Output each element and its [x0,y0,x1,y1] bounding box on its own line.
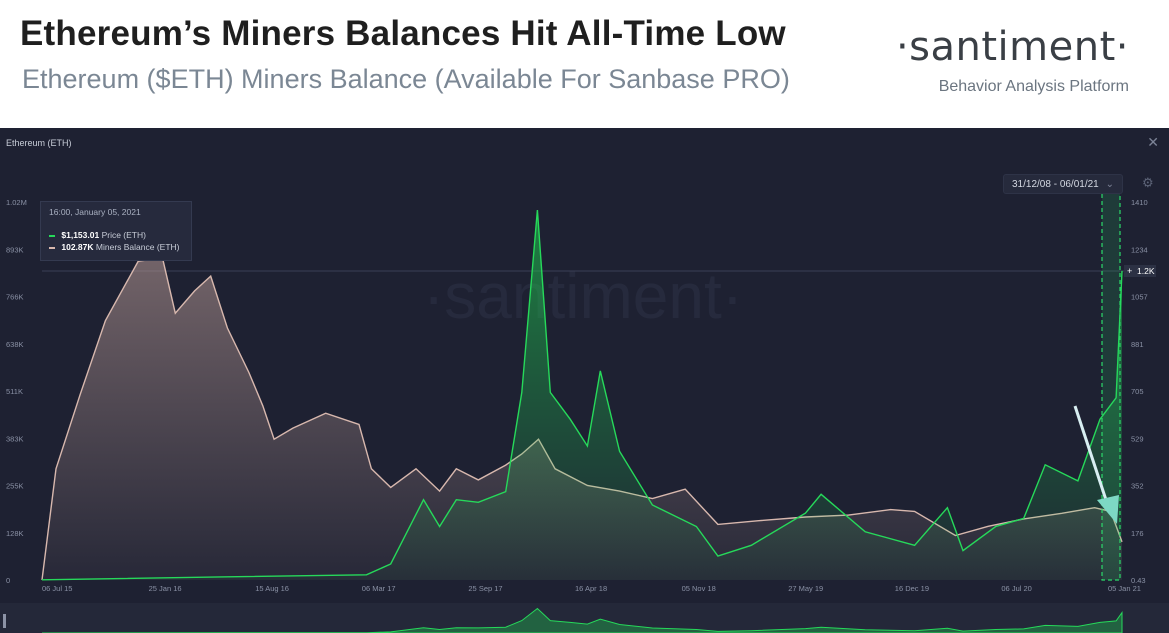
miners-balance-series-area [42,257,1122,580]
y-right-tick-label: 1234 [1131,245,1148,254]
tooltip-date: 16:00, January 05, 2021 [49,207,141,217]
y-left-tick-label: 766K [6,293,24,302]
y-right-tick-label: 0.43 [1131,576,1146,585]
y-right-tick-label: 1057 [1131,293,1148,302]
y-right-tick-label: 881 [1131,340,1144,349]
chart-svg: ·santiment· 1.02M 893K 766K 638K 511K 383K 255… [0,192,1169,633]
y-left-tick-label: 893K [6,245,24,254]
price-series-line [41,209,1123,581]
tooltip-price-label: Price (ETH) [101,230,146,240]
chart-panel: ·santiment· 1.02M 893K 766K 638K 511K 383K 255… [0,128,1169,633]
y-left-tick-label: 638K [6,340,24,349]
x-tick-label: 06 Jul 20 [1001,584,1031,593]
x-tick-label: 06 Jul 15 [42,584,72,593]
tooltip-balance-value: 102.87K [61,242,94,252]
panel-title: Ethereum (ETH) [6,138,72,148]
brand-logo: ·santiment· [895,24,1129,70]
price-tag-plus: + [1127,266,1132,276]
tooltip-balance-label: Miners Balance (ETH) [95,242,180,252]
y-left-tick-label: 128K [6,529,24,538]
x-tick-label: 05 Jan 21 [1108,584,1141,593]
x-tick-label: 25 Jan 16 [149,584,182,593]
date-range-select[interactable]: 31/12/08 - 06/01/21 ⌄ [1003,174,1123,194]
tooltip-price-row: $1,153.01 Price (ETH) [49,230,146,240]
navigator-handle-left[interactable] [3,614,6,628]
date-range-value: 31/12/08 - 06/01/21 [1012,179,1099,190]
y-right-tick-label: 352 [1131,482,1144,491]
y-right-tick-label: 1410 [1131,198,1148,207]
arrow-icon-head [1097,495,1119,524]
highlight-range[interactable] [1101,192,1121,581]
x-tick-label: 25 Sep 17 [468,584,502,593]
price-tag-bg [1124,265,1156,277]
price-series-area [42,210,1122,580]
navigator-strip[interactable] [0,603,1169,633]
x-tick-label: 05 Nov 18 [682,584,716,593]
page-title: Ethereum’s Miners Balances Hit All-Time … [20,14,786,53]
y-left-tick-label: 511K [6,387,23,396]
tooltip: 16:00, January 05, 2021 $1,153.01 Price … [40,201,192,261]
y-right-tick-label: 529 [1131,434,1144,443]
y-left-tick-label: 1.02M [6,198,27,207]
x-tick-label: 27 May 19 [788,584,823,593]
brand-tagline: Behavior Analysis Platform [938,78,1129,95]
axes: 1.02M 893K 766K 638K 511K 383K 255K 128K 0 1410 12… [6,198,1148,593]
tooltip-price-value: $1,153.01 [61,230,100,240]
header: Ethereum’s Miners Balances Hit All-Time … [0,0,1169,128]
y-right-tick-label: 176 [1131,529,1144,538]
page-subtitle: Ethereum ($ETH) Miners Balance (Availabl… [22,64,790,94]
close-icon[interactable]: ✕ [1147,134,1159,150]
gear-icon[interactable]: ⚙ [1142,175,1154,190]
balance-swatch [49,246,55,249]
arrow-icon [1073,405,1110,507]
x-tick-label: 06 Mar 17 [362,584,396,593]
x-tick-label: 15 Aug 16 [255,584,289,593]
navigator-series [41,607,1123,633]
watermark: ·santiment· [423,260,743,332]
miners-balance-series-line [41,256,1123,581]
y-left-tick-label: 383K [6,434,24,443]
tooltip-balance-row: 102.87K Miners Balance (ETH) [49,242,180,252]
chevron-down-icon: ⌄ [1105,179,1114,190]
x-tick-label: 16 Apr 18 [575,584,607,593]
y-right-tick-label: 705 [1131,387,1144,396]
x-tick-label: 16 Dec 19 [895,584,929,593]
series-group [41,209,1123,581]
y-left-tick-label: 0 [6,576,10,585]
price-tag: 1.2K [1137,266,1155,276]
price-swatch [49,234,55,237]
y-left-tick-label: 255K [6,482,24,491]
